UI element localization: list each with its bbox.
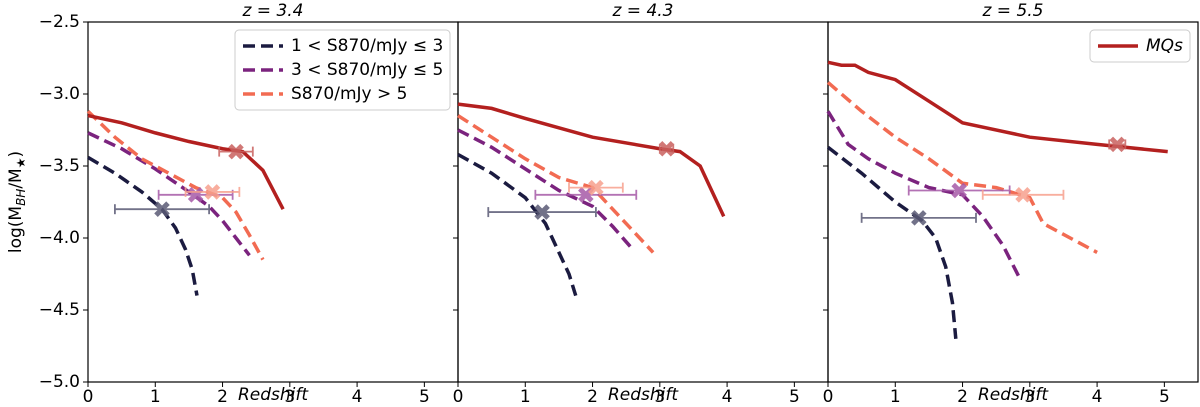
series-line — [457, 102, 726, 218]
point-marker — [154, 201, 170, 217]
y-tick-label: −2.5 — [39, 12, 80, 32]
x-tick-label: 1 — [890, 387, 901, 407]
legend-label: MQs — [1146, 36, 1183, 56]
data-point — [568, 179, 624, 196]
x-tick-label: 5 — [1159, 387, 1170, 407]
y-axis-label: log(MBH/M★) — [6, 151, 28, 253]
series-line — [826, 110, 1022, 280]
data-point — [860, 210, 977, 226]
x-tick-label: 1 — [150, 387, 161, 407]
x-axis-label: Redshift — [238, 385, 309, 405]
point-marker — [534, 204, 550, 220]
series-line — [457, 114, 655, 254]
data-point — [218, 143, 254, 160]
data-point — [907, 182, 1011, 199]
series-line — [87, 113, 285, 211]
data-point — [981, 187, 1065, 203]
point-marker — [911, 210, 927, 226]
data-point — [114, 201, 210, 217]
x-tick-label: 1 — [520, 387, 531, 407]
series-line — [827, 60, 1168, 154]
point-marker — [204, 184, 221, 200]
legend-label: 3 < S870/mJy ≤ 5 — [291, 60, 443, 80]
x-tick-label: 2 — [587, 387, 598, 407]
data-point — [184, 184, 241, 200]
x-tick-label: 0 — [823, 387, 834, 407]
series-line — [87, 155, 199, 296]
y-axis-label-text: log(MBH/M★) — [6, 151, 28, 253]
x-axis-label: Redshift — [608, 385, 679, 405]
point-marker — [1109, 136, 1126, 153]
x-tick-label: 3 — [284, 387, 295, 407]
legend-label: S870/mJy > 5 — [291, 84, 407, 104]
series-line — [826, 145, 958, 339]
data-point — [487, 204, 597, 220]
y-tick-label: −4.0 — [39, 228, 80, 248]
point-marker — [1015, 187, 1031, 203]
point-marker — [658, 140, 675, 157]
y-tick-label: −4.5 — [39, 300, 80, 320]
panel-title: z = 4.3 — [611, 1, 673, 21]
series-line — [86, 110, 265, 261]
series-line — [826, 81, 1098, 254]
data-point — [534, 187, 638, 203]
x-tick-label: 2 — [217, 387, 228, 407]
series-line — [457, 152, 578, 297]
x-tick-label: 4 — [722, 387, 733, 407]
data-point — [1108, 136, 1127, 153]
y-tick-label: −5.0 — [39, 372, 80, 392]
y-tick-label: −3.0 — [39, 84, 80, 104]
legend-label: 1 < S870/mJy ≤ 3 — [291, 36, 443, 56]
x-axis-label: Redshift — [978, 385, 1049, 405]
point-marker — [588, 179, 604, 196]
x-tick-label: 4 — [1092, 387, 1103, 407]
series-line — [457, 128, 635, 251]
legend-box — [1089, 29, 1191, 63]
x-tick-label: 3 — [654, 387, 665, 407]
point-marker — [228, 143, 244, 160]
panel-title: z = 5.5 — [981, 1, 1043, 21]
x-tick-label: 5 — [789, 387, 800, 407]
x-tick-label: 0 — [83, 387, 94, 407]
point-marker — [951, 182, 967, 199]
x-tick-label: 4 — [352, 387, 363, 407]
x-tick-label: 2 — [957, 387, 968, 407]
data-point — [658, 140, 675, 157]
point-marker — [187, 187, 204, 203]
y-tick-label: −3.5 — [39, 156, 80, 176]
x-tick-label: 0 — [453, 387, 464, 407]
x-tick-label: 3 — [1024, 387, 1035, 407]
x-tick-label: 5 — [419, 387, 430, 407]
plot-frame — [457, 21, 829, 383]
legend-box — [234, 29, 451, 111]
panel-title: z = 3.4 — [241, 1, 303, 21]
plot-frame — [827, 21, 1199, 383]
data-point — [157, 187, 234, 203]
